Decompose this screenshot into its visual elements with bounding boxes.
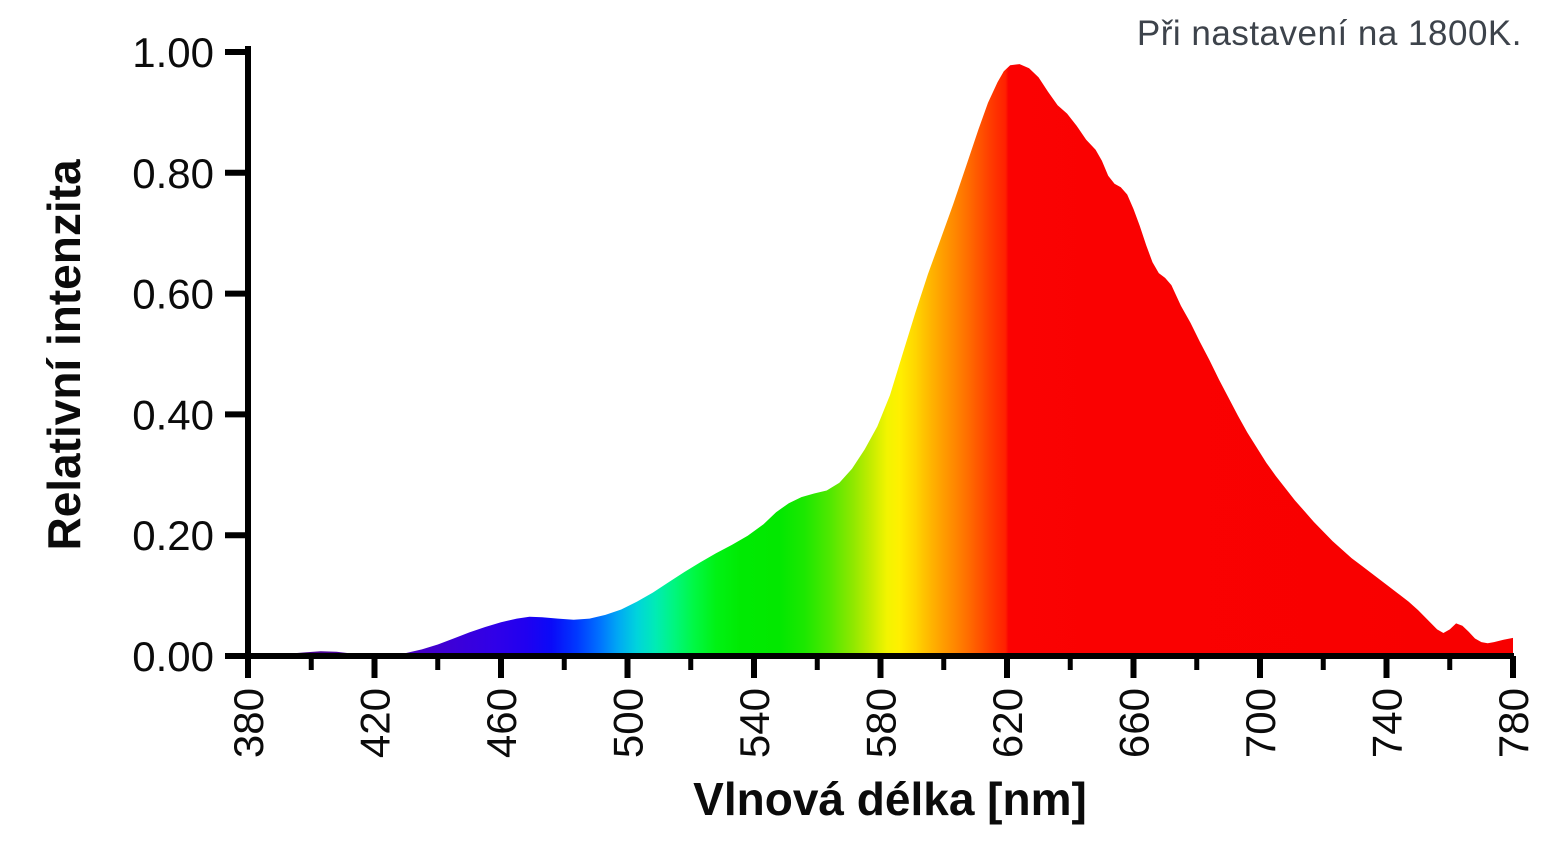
x-tick-label: 580: [858, 688, 905, 758]
x-axis-title: Vlnová délka [nm]: [693, 773, 1087, 825]
y-axis-title: Relativní intenzita: [38, 159, 90, 550]
chart-annotation-color-temperature: Při nastavení na 1800K.: [1136, 14, 1522, 53]
x-axis-ticks: [245, 656, 1516, 678]
spectrum-area-series: [248, 64, 1513, 659]
x-tick-label: 700: [1237, 688, 1284, 758]
x-axis-tick-labels: 380 420 460 500 540 580 620 660 700 740 780: [225, 688, 1537, 758]
y-axis-tick-labels: 0.00 0.20 0.40 0.60 0.80 1.00: [132, 29, 214, 680]
y-tick-label: 0.60: [132, 271, 214, 318]
x-tick-label: 660: [1111, 688, 1158, 758]
x-tick-label: 460: [478, 688, 525, 758]
x-tick-label: 620: [984, 688, 1031, 758]
y-tick-label: 0.40: [132, 391, 214, 438]
y-tick-label: 0.80: [132, 150, 214, 197]
y-tick-label: 0.20: [132, 512, 214, 559]
y-axis-ticks: [225, 49, 251, 659]
x-tick-label: 380: [225, 688, 272, 758]
x-tick-label: 740: [1364, 688, 1411, 758]
x-tick-label: 540: [731, 688, 778, 758]
x-tick-label: 780: [1490, 688, 1537, 758]
y-tick-label: 0.00: [132, 633, 214, 680]
x-tick-label: 500: [605, 688, 652, 758]
x-tick-label: 420: [352, 688, 399, 758]
y-tick-label: 1.00: [132, 29, 214, 76]
